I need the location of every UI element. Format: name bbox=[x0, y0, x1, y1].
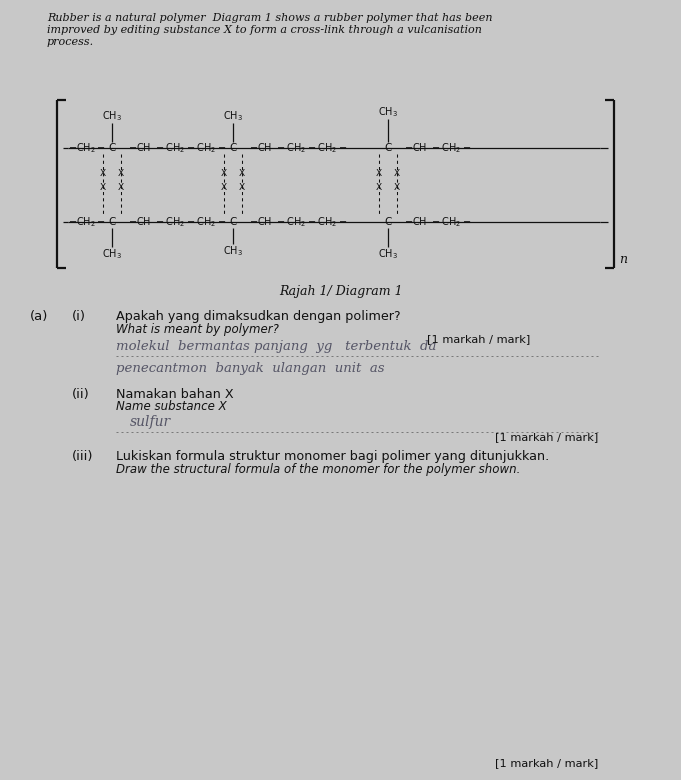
Text: $\mathregular{-CH\ -CH_2-}$: $\mathregular{-CH\ -CH_2-}$ bbox=[404, 141, 471, 155]
Text: (ii): (ii) bbox=[72, 388, 90, 401]
Text: X: X bbox=[394, 183, 400, 193]
Text: Name substance X: Name substance X bbox=[116, 400, 227, 413]
Text: X: X bbox=[118, 183, 124, 193]
Text: X: X bbox=[394, 169, 400, 179]
Text: $\mathregular{-CH_2-}$: $\mathregular{-CH_2-}$ bbox=[68, 215, 106, 229]
Text: X: X bbox=[221, 183, 227, 193]
Text: Rajah 1/ Diagram 1: Rajah 1/ Diagram 1 bbox=[279, 285, 403, 298]
Text: molekul  bermantas panjang  yg   terbentuk  da: molekul bermantas panjang yg terbentuk d… bbox=[116, 340, 437, 353]
Text: $\mathregular{CH_3}$: $\mathregular{CH_3}$ bbox=[102, 109, 122, 123]
Text: X: X bbox=[376, 169, 382, 179]
Text: Apakah yang dimaksudkan dengan polimer?: Apakah yang dimaksudkan dengan polimer? bbox=[116, 310, 400, 323]
Text: $\mathregular{-CH\ -CH_2-CH_2-}$: $\mathregular{-CH\ -CH_2-CH_2-}$ bbox=[128, 215, 226, 229]
Text: C: C bbox=[108, 143, 116, 153]
Text: $\mathregular{CH_3}$: $\mathregular{CH_3}$ bbox=[102, 247, 122, 261]
Text: penecantmon  banyak  ulangan  unit  as: penecantmon banyak ulangan unit as bbox=[116, 362, 385, 375]
Text: process.: process. bbox=[47, 37, 94, 47]
Text: X: X bbox=[118, 169, 124, 179]
Text: $\mathregular{CH_3}$: $\mathregular{CH_3}$ bbox=[223, 244, 243, 258]
Text: X: X bbox=[376, 183, 382, 193]
Text: Namakan bahan X: Namakan bahan X bbox=[116, 388, 234, 401]
Text: (iii): (iii) bbox=[72, 450, 93, 463]
Text: (i): (i) bbox=[72, 310, 86, 323]
Text: $\mathregular{CH_3}$: $\mathregular{CH_3}$ bbox=[378, 105, 398, 119]
Text: What is meant by polymer?: What is meant by polymer? bbox=[116, 323, 279, 336]
Text: C: C bbox=[384, 217, 392, 227]
Text: $\mathregular{-CH\ -CH_2-}$: $\mathregular{-CH\ -CH_2-}$ bbox=[404, 215, 471, 229]
Text: C: C bbox=[108, 217, 116, 227]
Text: X: X bbox=[221, 169, 227, 179]
Text: $\mathregular{-CH\ -CH_2-CH_2-}$: $\mathregular{-CH\ -CH_2-CH_2-}$ bbox=[128, 141, 226, 155]
Text: Rubber is a natural polymer  Diagram 1 shows a rubber polymer that has been: Rubber is a natural polymer Diagram 1 sh… bbox=[47, 13, 492, 23]
Text: $\mathregular{CH_3}$: $\mathregular{CH_3}$ bbox=[223, 109, 243, 123]
Text: C: C bbox=[229, 143, 237, 153]
Text: $\mathregular{-CH\ -CH_2-CH_2-}$: $\mathregular{-CH\ -CH_2-CH_2-}$ bbox=[249, 215, 347, 229]
Text: [1 markah / mark]: [1 markah / mark] bbox=[495, 432, 598, 442]
Text: X: X bbox=[100, 183, 106, 193]
Text: $\mathregular{-CH\ -CH_2-CH_2-}$: $\mathregular{-CH\ -CH_2-CH_2-}$ bbox=[249, 141, 347, 155]
Text: $\mathregular{-CH_2-}$: $\mathregular{-CH_2-}$ bbox=[68, 141, 106, 155]
Text: [1 markah / mark]: [1 markah / mark] bbox=[495, 758, 598, 768]
Text: C: C bbox=[384, 143, 392, 153]
Text: n: n bbox=[619, 253, 627, 266]
Text: C: C bbox=[229, 217, 237, 227]
Text: X: X bbox=[239, 183, 245, 193]
Text: X: X bbox=[100, 169, 106, 179]
Text: (a): (a) bbox=[30, 310, 48, 323]
Text: [1 markah / mark]: [1 markah / mark] bbox=[427, 334, 530, 344]
Text: Draw the structural formula of the monomer for the polymer shown.: Draw the structural formula of the monom… bbox=[116, 463, 520, 476]
Text: sulfur: sulfur bbox=[130, 415, 171, 429]
Text: $\mathregular{CH_3}$: $\mathregular{CH_3}$ bbox=[378, 247, 398, 261]
Text: improved by editing substance X to form a cross-link through a vulcanisation: improved by editing substance X to form … bbox=[47, 25, 482, 35]
Text: Lukiskan formula struktur monomer bagi polimer yang ditunjukkan.: Lukiskan formula struktur monomer bagi p… bbox=[116, 450, 550, 463]
Text: X: X bbox=[239, 169, 245, 179]
